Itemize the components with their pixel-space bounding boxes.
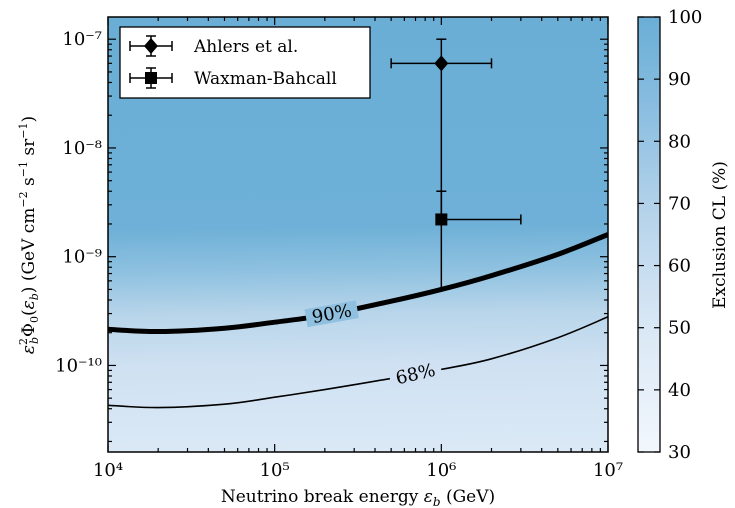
colorbar-tick-label: 40 [668,380,691,401]
colorbar-tick-label: 80 [668,131,691,152]
y-tick-label: 10⁻⁷ [62,29,102,50]
colorbar-tick-label: 30 [668,442,691,463]
contour-90 [108,232,608,335]
diamond-marker-icon [144,38,158,54]
x-tick-label: 10⁷ [593,460,623,481]
colorbar: 30 40 50 60 70 80 90 100 Exclusion CL (%) [637,7,730,463]
square-marker-icon [145,72,157,84]
colorbar-gradient [637,16,661,453]
colorbar-label: Exclusion CL (%) [710,161,730,309]
legend: Ahlers et al. Waxman-Bahcall [119,26,371,99]
colorbar-tick-label: 50 [668,318,691,339]
data-points [390,38,522,291]
y-tick-label: 10⁻⁸ [62,138,102,159]
colorbar-tick-label: 60 [668,256,691,277]
y-axis: 10⁻¹⁰ 10⁻⁹ 10⁻⁸ 10⁻⁷ [55,29,608,443]
contour-90-label-gap [304,300,359,328]
plot-frame [107,16,609,453]
x-tick-label: 10⁶ [426,460,456,481]
point-ahlers [434,55,449,72]
legend-item-waxman-bahcall: Waxman-Bahcall [129,67,337,89]
colorbar-tick-label: 70 [668,193,691,214]
x-tick-label: 10⁵ [260,460,290,481]
legend-label-ahlers: Ahlers et al. [193,37,298,57]
y-tick-label: 10⁻¹⁰ [55,355,102,376]
point-waxman-bahcall [435,213,448,226]
x-tick-label: 10⁴ [93,460,123,481]
colorbar-tick-label: 100 [668,7,702,28]
legend-label-waxman-bahcall: Waxman-Bahcall [194,69,337,89]
y-tick-label: 10⁻⁹ [62,247,102,268]
contour-68-label-gap [388,359,443,389]
x-axis-label: Neutrino break energy εb (GeV) [221,487,495,508]
colorbar-tick-label: 90 [668,69,691,90]
legend-item-ahlers: Ahlers et al. [129,35,298,57]
contour-68 [108,316,608,409]
colorbar-ticks: 30 40 50 60 70 80 90 100 [638,7,702,463]
legend-box [119,26,371,99]
y-axis-label: ε2bΦ0(εb) (GeV cm−2 s−1 sr−1) [17,116,41,354]
x-axis: 10⁴ 10⁵ 10⁶ 10⁷ [93,17,623,481]
